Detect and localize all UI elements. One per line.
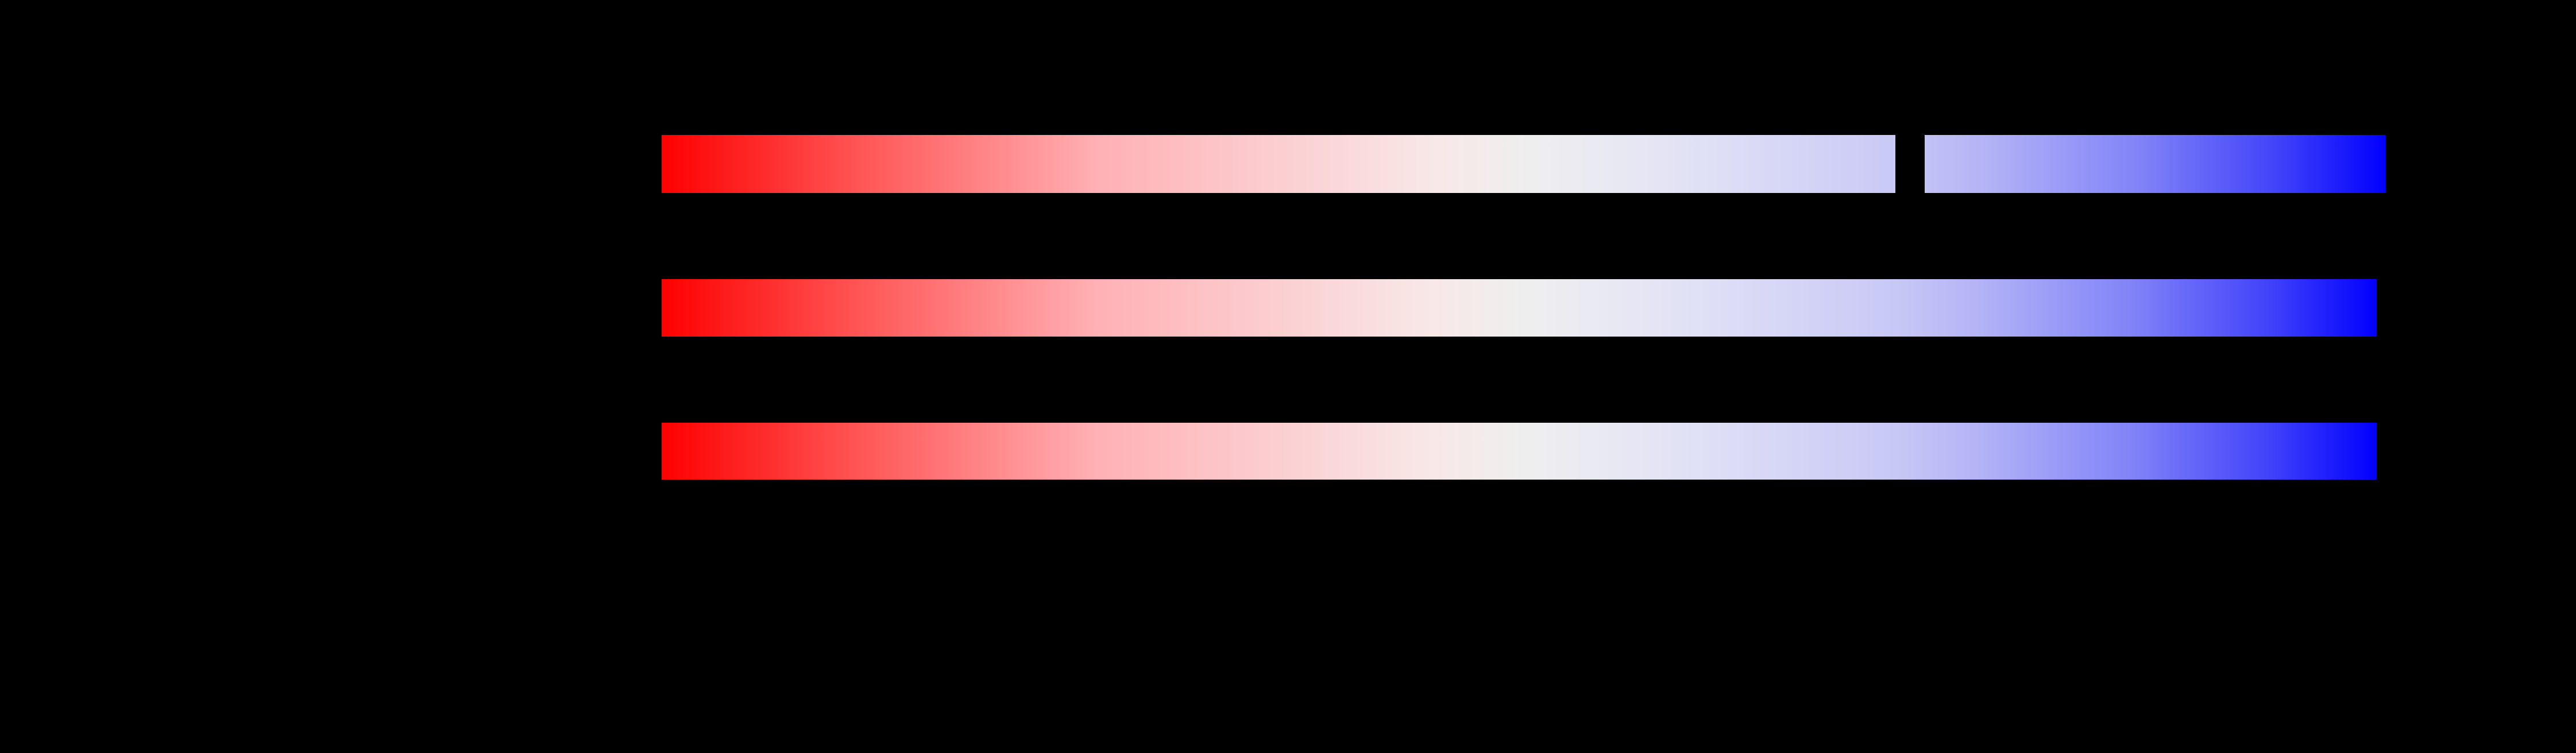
gradient-bar-middle — [662, 279, 2377, 337]
gradient-bar-top-gap — [1895, 135, 1925, 193]
gradient-bar-top — [662, 135, 2385, 193]
gradient-bar-bottom — [662, 423, 2377, 480]
